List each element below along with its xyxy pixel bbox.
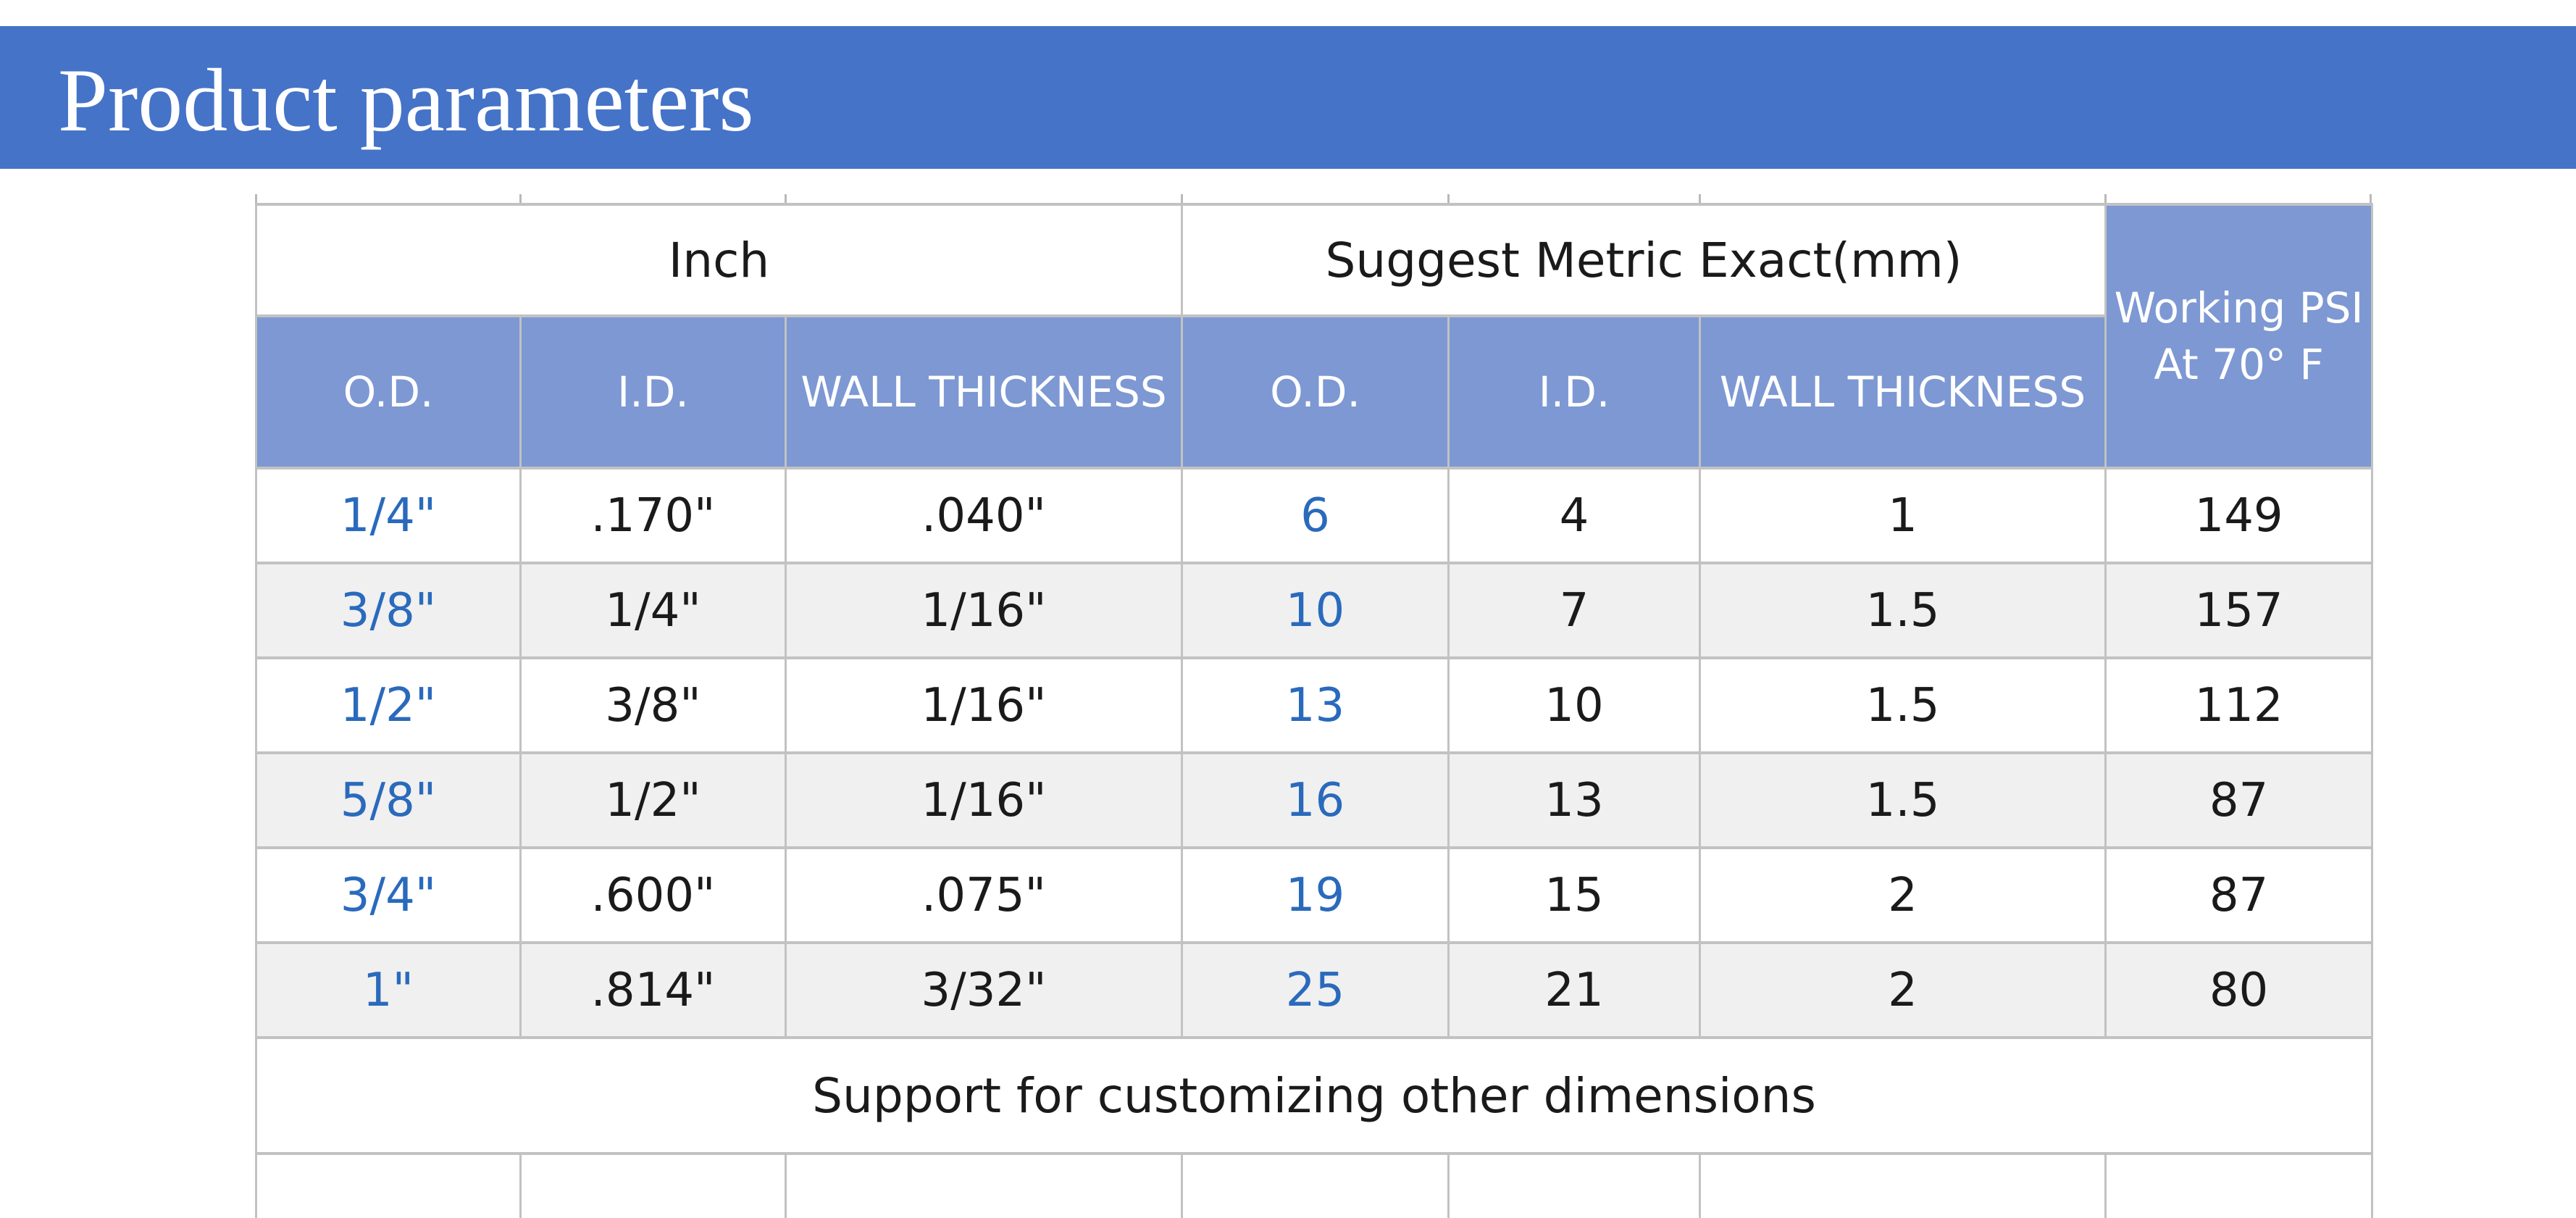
column-header-inch-od: O.D. bbox=[255, 314, 522, 470]
section-banner: Product parameters bbox=[0, 26, 2576, 169]
cell-inch_id: 1/4" bbox=[519, 562, 787, 659]
group-header-metric: Suggest Metric Exact(mm) bbox=[1181, 203, 2107, 317]
clipped-partial-row bbox=[255, 1152, 2374, 1218]
cell-mm_od: 19 bbox=[1181, 846, 1450, 944]
cell-inch_wall: .040" bbox=[784, 467, 1184, 564]
empty-cell bbox=[1181, 1152, 1450, 1218]
cell-psi: 80 bbox=[2104, 941, 2374, 1039]
grid-tick bbox=[1181, 194, 1183, 204]
table-row: 1/2" 3/8" 1/16" 13 10 1.5 112 bbox=[255, 656, 2374, 754]
table-row: 1" .814" 3/32" 25 21 2 80 bbox=[255, 941, 2374, 1039]
cell-psi: 87 bbox=[2104, 751, 2374, 849]
column-header-row: O.D. I.D. WALL THICKNESS O.D. I.D. WALL … bbox=[255, 314, 2372, 470]
column-header-inch-wall: WALL THICKNESS bbox=[784, 314, 1184, 470]
empty-cell bbox=[784, 1152, 1184, 1218]
column-header-mm-od: O.D. bbox=[1181, 314, 1450, 470]
cell-inch_od: 3/8" bbox=[255, 562, 522, 659]
column-header-working-psi: Working PSI At 70° F bbox=[2104, 203, 2374, 470]
cell-mm_wall: 1 bbox=[1699, 467, 2107, 564]
cell-inch_wall: 1/16" bbox=[784, 751, 1184, 849]
cell-inch_od: 3/4" bbox=[255, 846, 522, 944]
grid-tick bbox=[519, 194, 522, 204]
cell-inch_wall: .075" bbox=[784, 846, 1184, 944]
cell-mm_id: 10 bbox=[1447, 656, 1702, 754]
parameters-table-wrap: Inch Suggest Metric Exact(mm) Working PS… bbox=[255, 203, 2374, 1218]
cell-psi: 112 bbox=[2104, 656, 2374, 754]
empty-cell bbox=[519, 1152, 787, 1218]
group-header-row: Inch Suggest Metric Exact(mm) Working PS… bbox=[255, 203, 2374, 470]
cell-inch_id: .600" bbox=[519, 846, 787, 944]
cell-psi: 149 bbox=[2104, 467, 2374, 564]
empty-cell bbox=[2104, 1152, 2374, 1218]
cell-inch_od: 1/2" bbox=[255, 656, 522, 754]
grid-tick bbox=[1447, 194, 1450, 204]
cell-inch_id: .170" bbox=[519, 467, 787, 564]
cell-inch_id: 1/2" bbox=[519, 751, 787, 849]
grid-tick bbox=[255, 194, 257, 204]
cell-mm_wall: 1.5 bbox=[1699, 751, 2107, 849]
empty-cell bbox=[255, 1152, 522, 1218]
cell-inch_od: 1/4" bbox=[255, 467, 522, 564]
cell-mm_id: 7 bbox=[1447, 562, 1702, 659]
cell-mm_od: 10 bbox=[1181, 562, 1450, 659]
cell-mm_wall: 2 bbox=[1699, 846, 2107, 944]
column-header-inch-id: I.D. bbox=[519, 314, 787, 470]
cell-inch_wall: 3/32" bbox=[784, 941, 1184, 1039]
column-header-mm-wall: WALL THICKNESS bbox=[1699, 314, 2107, 470]
cell-mm_od: 6 bbox=[1181, 467, 1450, 564]
table-row: 3/4" .600" .075" 19 15 2 87 bbox=[255, 846, 2374, 944]
table-row: 3/8" 1/4" 1/16" 10 7 1.5 157 bbox=[255, 562, 2374, 659]
grid-tick bbox=[1699, 194, 1701, 204]
cell-inch_id: .814" bbox=[519, 941, 787, 1039]
table-row: 5/8" 1/2" 1/16" 16 13 1.5 87 bbox=[255, 751, 2374, 849]
cell-mm_wall: 1.5 bbox=[1699, 562, 2107, 659]
grid-tick bbox=[785, 194, 787, 204]
cell-mm_id: 21 bbox=[1447, 941, 1702, 1039]
cell-mm_od: 16 bbox=[1181, 751, 1450, 849]
cell-psi: 87 bbox=[2104, 846, 2374, 944]
column-header-mm-id: I.D. bbox=[1447, 314, 1702, 470]
cell-psi: 157 bbox=[2104, 562, 2374, 659]
grid-tick bbox=[2104, 194, 2107, 204]
cell-inch_wall: 1/16" bbox=[784, 562, 1184, 659]
parameters-table: Inch Suggest Metric Exact(mm) Working PS… bbox=[255, 203, 2374, 1218]
cell-mm_id: 4 bbox=[1447, 467, 1702, 564]
grid-tick bbox=[2370, 194, 2372, 204]
footer-row: Support for customizing other dimensions bbox=[255, 1036, 2374, 1155]
cell-mm_wall: 2 bbox=[1699, 941, 2107, 1039]
cell-mm_id: 13 bbox=[1447, 751, 1702, 849]
section-title: Product parameters bbox=[58, 51, 754, 150]
table-row: 1/4" .170" .040" 6 4 1 149 bbox=[255, 467, 2374, 564]
empty-cell bbox=[1447, 1152, 1702, 1218]
cell-inch_id: 3/8" bbox=[519, 656, 787, 754]
group-header-inch: Inch bbox=[255, 203, 1184, 317]
cell-mm_wall: 1.5 bbox=[1699, 656, 2107, 754]
footer-note: Support for customizing other dimensions bbox=[255, 1036, 2374, 1155]
cell-mm_od: 25 bbox=[1181, 941, 1450, 1039]
data-rows: 1/4" .170" .040" 6 4 1 149 3/8" 1/4" 1/16" 10 7 1.5 1… bbox=[255, 467, 2374, 1039]
empty-cell bbox=[1699, 1152, 2107, 1218]
cell-inch_od: 1" bbox=[255, 941, 522, 1039]
cell-inch_wall: 1/16" bbox=[784, 656, 1184, 754]
cell-mm_id: 15 bbox=[1447, 846, 1702, 944]
cell-mm_od: 13 bbox=[1181, 656, 1450, 754]
cell-inch_od: 5/8" bbox=[255, 751, 522, 849]
